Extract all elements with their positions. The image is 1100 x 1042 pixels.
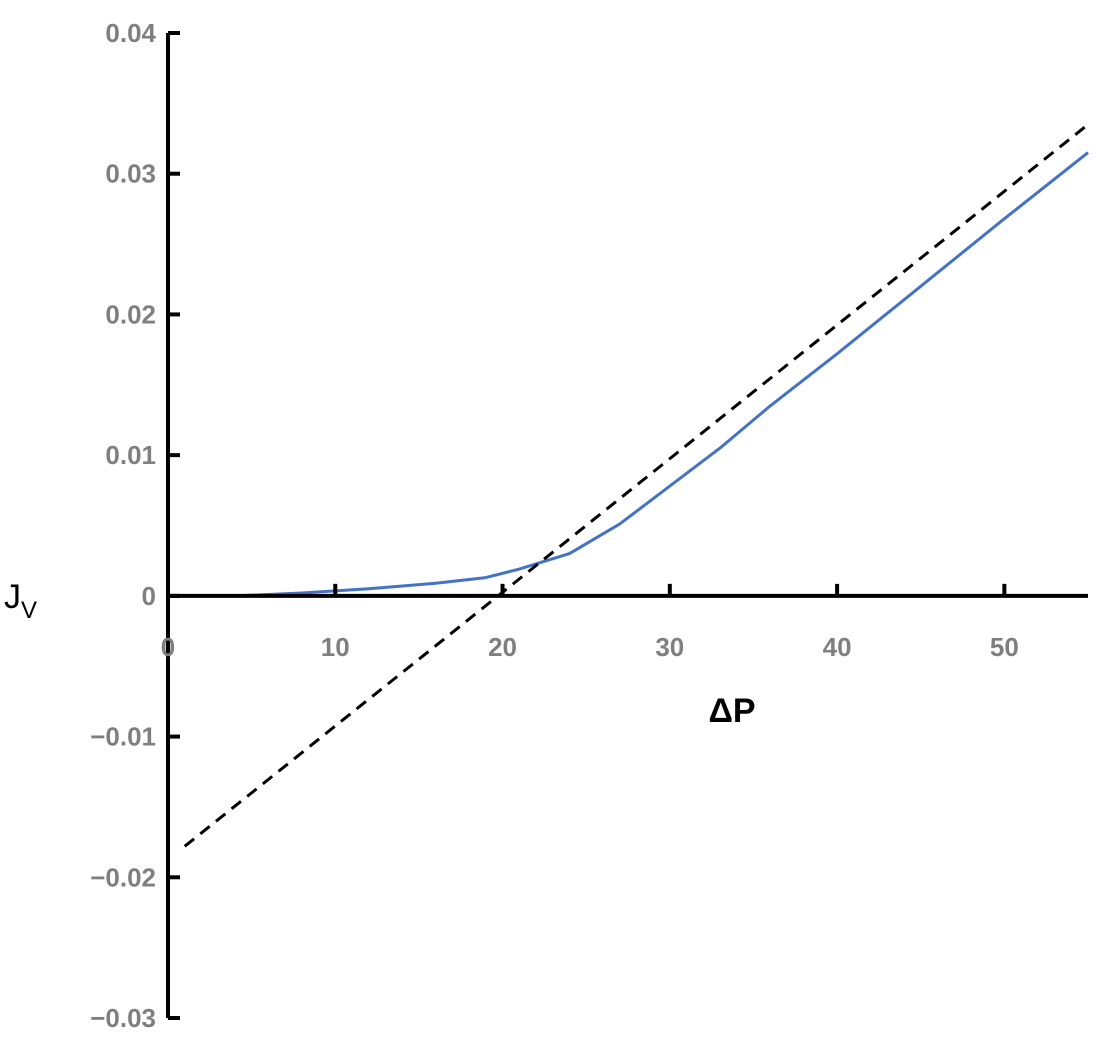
y-tick-label: −0.03 xyxy=(90,1003,156,1033)
x-tick-label: 30 xyxy=(655,632,684,662)
tick-layer: −0.03 −0.02 −0.01 0 0.01 0.02 0.03 0.04 0 10 20 30 4… xyxy=(90,18,1019,1033)
y-tick-label: −0.01 xyxy=(90,722,156,752)
x-tick-label: 20 xyxy=(488,632,517,662)
y-tick-label: −0.02 xyxy=(90,862,156,892)
x-tick-label: 10 xyxy=(321,632,350,662)
y-tick-label: 0 xyxy=(142,581,156,611)
x-tick-label: 50 xyxy=(990,632,1019,662)
y-axis-title-subscript: V xyxy=(21,597,37,624)
series-layer xyxy=(183,123,1089,848)
y-tick-label: 0.01 xyxy=(105,440,156,470)
y-tick-label: 0.03 xyxy=(105,159,156,189)
solid-series-line xyxy=(234,151,1089,598)
y-tick-label: 0.02 xyxy=(105,299,156,329)
y-tick-label: 0.04 xyxy=(105,18,156,48)
x-tick-label: 0 xyxy=(161,632,175,662)
x-axis-title: ΔP xyxy=(708,692,755,730)
dashed-series-line xyxy=(183,123,1089,848)
y-axis-title: JV xyxy=(4,578,37,624)
y-axis-title-main: J xyxy=(4,578,21,616)
x-tick-label: 40 xyxy=(823,632,852,662)
axis-layer xyxy=(166,33,1088,1018)
